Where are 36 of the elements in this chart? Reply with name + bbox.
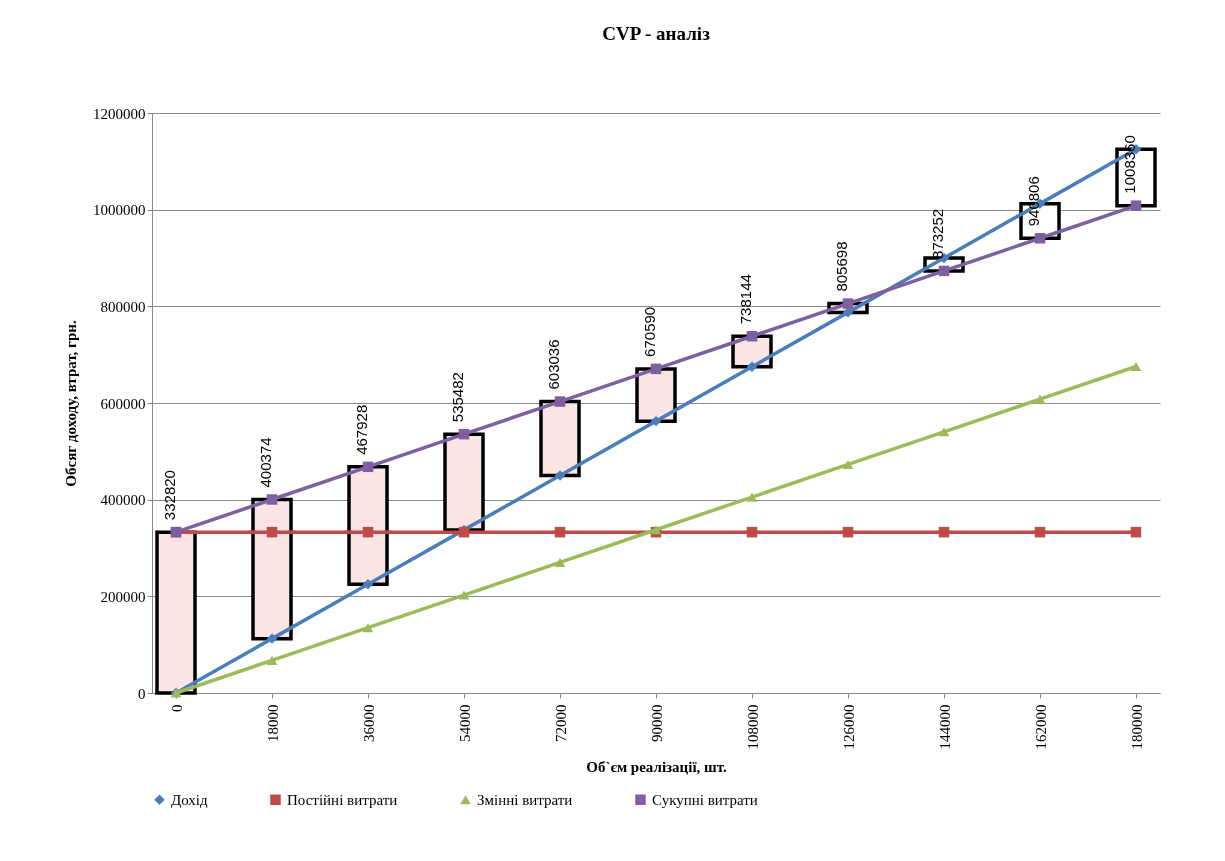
x-tick-label: 36000 xyxy=(360,704,377,742)
y-tick-label: 1000000 xyxy=(93,202,146,219)
x-tick-label: 180000 xyxy=(1128,704,1145,750)
chart-title: CVP - аналіз xyxy=(602,23,711,44)
x-tick-label: 72000 xyxy=(552,704,569,742)
y-tick-label: 600000 xyxy=(100,395,146,412)
data-label: 805698 xyxy=(833,241,850,292)
data-label: 467928 xyxy=(353,404,370,455)
x-tick-label: 126000 xyxy=(840,704,857,750)
y-tick-label: 1200000 xyxy=(93,105,146,122)
y-tick-label: 0 xyxy=(138,685,146,702)
data-label: 535482 xyxy=(449,372,466,423)
data-label: 738144 xyxy=(737,274,754,325)
x-tick-label: 144000 xyxy=(936,704,953,750)
y-tick-label: 200000 xyxy=(100,588,146,605)
y-tick-label: 800000 xyxy=(100,298,146,315)
x-tick-label: 18000 xyxy=(264,704,281,742)
legend-label: Постійні витрати xyxy=(287,791,398,808)
data-label: 873252 xyxy=(929,208,946,259)
x-tick-label: 108000 xyxy=(744,704,761,750)
data-label: 332820 xyxy=(161,470,178,521)
x-tick-label: 162000 xyxy=(1032,704,1049,750)
legend-label: Дохід xyxy=(171,791,209,808)
data-label: 603036 xyxy=(545,339,562,390)
x-tick-label: 0 xyxy=(168,704,185,712)
x-tick-label: 54000 xyxy=(456,704,473,742)
data-label: 670590 xyxy=(641,306,658,357)
data-label: 940806 xyxy=(1025,176,1042,227)
legend-label: Змінні витрати xyxy=(477,791,573,808)
y-axis-title: Обсяг доходу, втрат, грн. xyxy=(63,320,79,487)
data-label: 400374 xyxy=(257,437,274,488)
x-axis-title: Об`єм реалізації, шт. xyxy=(586,758,727,775)
x-tick-label: 90000 xyxy=(648,704,665,742)
legend-label: Сукупні витрати xyxy=(652,791,758,808)
y-tick-label: 400000 xyxy=(100,492,146,509)
data-label: 1008360 xyxy=(1121,135,1138,194)
